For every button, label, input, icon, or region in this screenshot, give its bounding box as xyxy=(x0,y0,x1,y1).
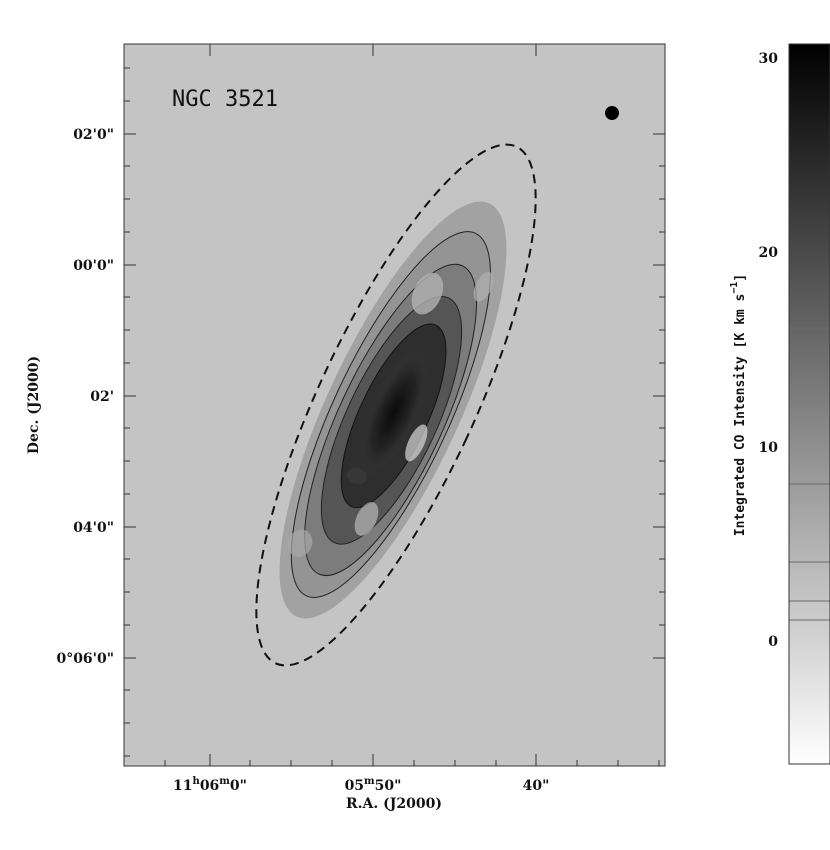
emission-core xyxy=(357,348,431,477)
y-axis-label: Dec. (J2000) xyxy=(26,356,42,454)
tick-marks xyxy=(124,44,665,766)
colorbar-tick-label: 20 xyxy=(759,245,779,261)
map-frame xyxy=(123,43,666,767)
optical-disk-ellipse xyxy=(255,143,537,667)
x-axis-label: R.A. (J2000) xyxy=(346,796,442,812)
y-tick-label: 02' xyxy=(90,389,114,405)
chart-title: NGC 3521 xyxy=(172,87,278,112)
beam-marker xyxy=(605,106,619,120)
y-tick-label: 0°06'0" xyxy=(56,651,114,667)
colorbar-contour-lines xyxy=(789,327,830,621)
y-tick-label: 04'0" xyxy=(73,520,114,536)
x-tick-label: 05m50" xyxy=(345,776,402,794)
colorbar-tick-label: 30 xyxy=(759,51,779,67)
y-tick-label: 00'0" xyxy=(73,258,114,274)
colorbar-tick-label: 10 xyxy=(759,440,779,456)
y-tick-label: 02'0" xyxy=(73,127,114,143)
x-tick-label: 11h06m0" xyxy=(173,776,247,794)
x-tick-label: 40" xyxy=(523,778,550,794)
colorbar-label: Integrated CO Intensity [K km s−1] xyxy=(729,274,748,537)
co-emission-map xyxy=(279,201,507,619)
colorbar-frame xyxy=(788,43,830,765)
colorbar xyxy=(789,44,830,764)
colorbar-tick-label: 0 xyxy=(768,634,778,650)
